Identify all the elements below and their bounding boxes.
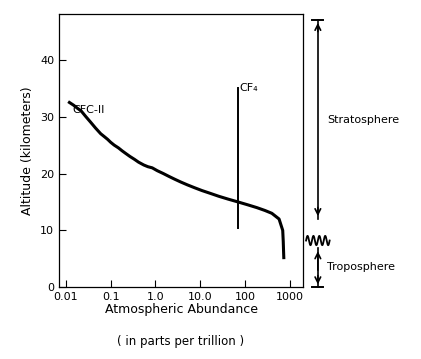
Text: CFC-II: CFC-II	[72, 105, 105, 115]
X-axis label: Atmospheric Abundance: Atmospheric Abundance	[104, 303, 258, 316]
Text: Stratosphere: Stratosphere	[327, 115, 399, 125]
Y-axis label: Altitude (kilometers): Altitude (kilometers)	[21, 87, 35, 215]
Text: Troposphere: Troposphere	[327, 262, 395, 272]
Text: ( in parts per trillion ): ( in parts per trillion )	[117, 335, 245, 348]
Text: CF₄: CF₄	[240, 83, 258, 93]
